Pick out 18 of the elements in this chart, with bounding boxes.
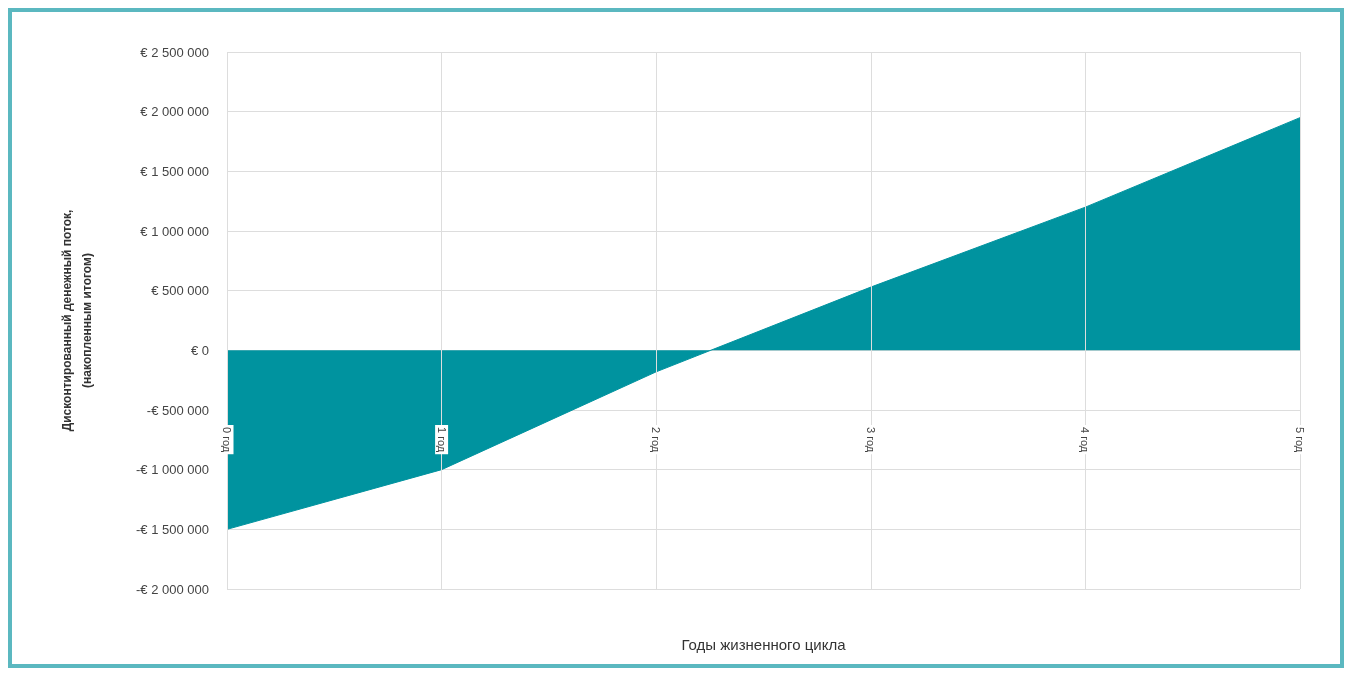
y-axis-title: Дисконтированный денежный поток, (накопленным итогом) (60, 209, 94, 432)
y-tick-label: € 500 000 (151, 283, 209, 299)
y-tick-label: € 1 000 000 (140, 223, 209, 239)
y-tick-label: € 1 500 000 (140, 163, 209, 179)
x-tick-label: 0 год (221, 427, 233, 453)
x-tick-label: 4 год (1079, 427, 1092, 453)
y-tick-label: € 0 (190, 342, 209, 358)
x-axis-title: Годы жизненного цикла (681, 636, 847, 653)
y-tick-label: -€ 2 000 000 (135, 581, 209, 597)
y-tick-label: € 2 000 000 (140, 104, 209, 120)
y-tick-label: -€ 1 000 000 (135, 462, 209, 478)
x-tick-label: 3 год (864, 427, 877, 453)
y-tick-label: € 2 500 000 (140, 44, 209, 60)
y-tick-label: -€ 1 500 000 (135, 521, 209, 537)
y-tick-label: -€ 500 000 (146, 402, 209, 418)
x-tick-label: 5 год (1294, 427, 1306, 453)
x-tick-label: 2 год (650, 427, 663, 453)
x-tick-label: 1 год (435, 427, 448, 453)
